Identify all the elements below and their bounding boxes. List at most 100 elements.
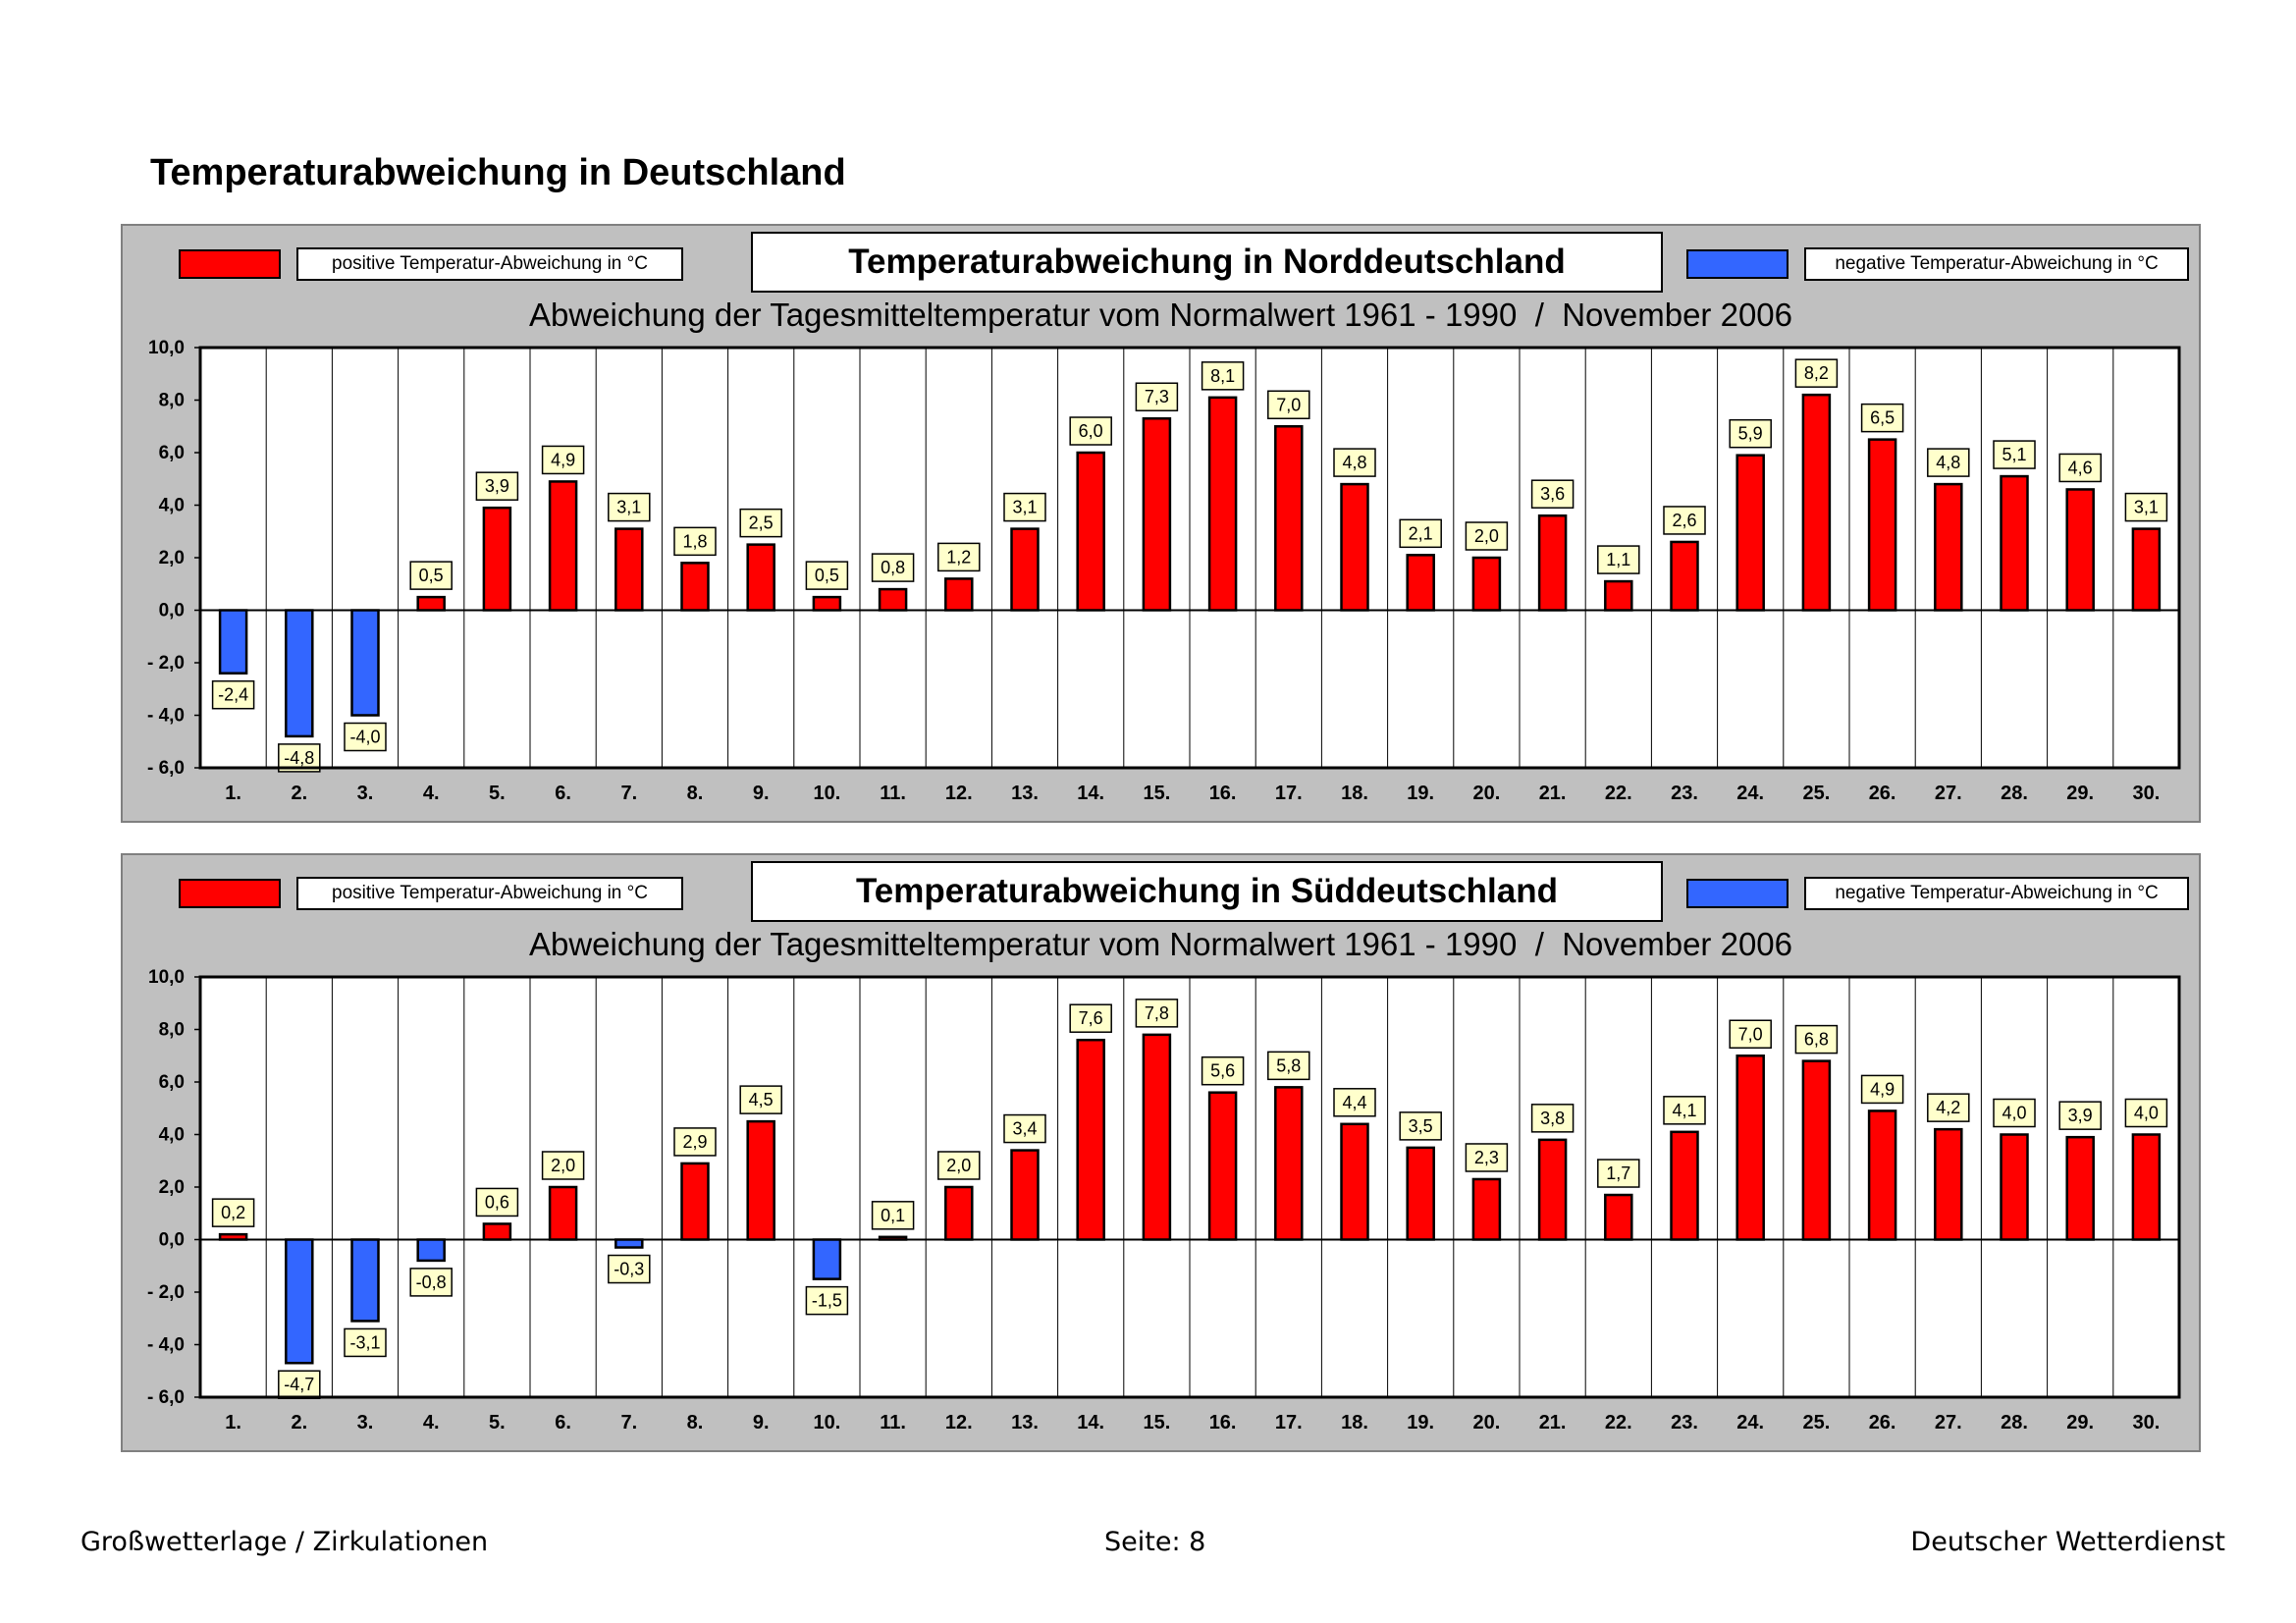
x-tick-label: 2. (291, 783, 307, 804)
data-label-box (805, 561, 849, 590)
data-label-box (608, 1254, 651, 1284)
bar (812, 595, 842, 612)
x-tick-label: 21. (1539, 783, 1567, 804)
bar (416, 1238, 446, 1263)
x-tick-label: 16. (1209, 1412, 1237, 1434)
data-label: 5,8 (1276, 1055, 1301, 1075)
y-tick-label: 2,0 (159, 1177, 185, 1198)
bar (1274, 425, 1304, 612)
x-tick-label: 8. (687, 783, 704, 804)
data-label-box (1465, 521, 1509, 551)
y-tick-label: 10,0 (148, 338, 185, 358)
x-tick-label: 24. (1736, 783, 1764, 804)
x-tick-label: 27. (1935, 1412, 1962, 1434)
data-label-box (871, 1201, 915, 1230)
x-tick-label: 27. (1935, 783, 1962, 804)
data-label: -4,0 (349, 728, 380, 747)
data-label-box (1993, 1098, 2036, 1128)
bar (1867, 438, 1897, 612)
bar (2065, 488, 2095, 612)
x-tick-label: 19. (1407, 783, 1434, 804)
chart-panel-south: 10,0 8,0 6,0 4,0 2,0 0,0 - 2,0 - 4,0 - 6,0 0,2 1. -… (121, 853, 2201, 1452)
data-label: 6,5 (1870, 408, 1895, 428)
bar (1076, 1038, 1105, 1241)
data-label-box (1135, 999, 1179, 1028)
data-label-box (673, 1127, 717, 1157)
data-label: 0,6 (485, 1192, 509, 1212)
x-tick-label: 22. (1605, 1412, 1632, 1434)
x-tick-label: 30. (2132, 1412, 2160, 1434)
bar (482, 506, 512, 612)
chart-title: Temperaturabweichung in Süddeutschland (751, 861, 1663, 922)
x-tick-label: 18. (1341, 783, 1368, 804)
bar (1406, 1146, 1435, 1241)
bar (878, 1235, 908, 1241)
data-label-box (1069, 1003, 1112, 1033)
x-tick-label: 9. (753, 1412, 770, 1434)
data-label-box (1927, 1093, 1970, 1122)
x-tick-label: 14. (1077, 783, 1104, 804)
x-tick-label: 6. (555, 783, 571, 804)
data-label: 3,4 (1012, 1119, 1037, 1139)
data-label: 3,1 (616, 498, 641, 517)
data-label: 0,5 (419, 566, 444, 585)
data-label-box (2124, 1098, 2168, 1128)
y-tick-label: 0,0 (159, 1230, 185, 1251)
bar (1010, 1149, 1040, 1241)
data-label-box (344, 1327, 387, 1358)
bar (1537, 1138, 1568, 1241)
bar (1142, 1033, 1172, 1241)
x-tick-label: 20. (1472, 783, 1500, 804)
data-label-box (1003, 1113, 1046, 1144)
data-label: 4,6 (2068, 458, 2093, 477)
x-tick-label: 10. (813, 783, 840, 804)
data-label: 4,8 (1936, 453, 1960, 472)
bar (2000, 474, 2029, 612)
legend-negative-swatch (1686, 879, 1789, 908)
bar (482, 1222, 512, 1241)
data-label: 0,2 (221, 1203, 245, 1222)
data-label: 1,1 (1606, 550, 1630, 569)
bar (1207, 1091, 1238, 1241)
data-label-box (1399, 1111, 1442, 1141)
bar (1010, 527, 1040, 612)
data-label-box (1729, 418, 1772, 449)
data-label-box (1003, 492, 1046, 522)
data-label: 4,1 (1672, 1101, 1696, 1120)
legend-negative-label: negative Temperatur-Abweichung in °C (1804, 247, 2189, 281)
data-label: 7,6 (1079, 1008, 1103, 1028)
bar (1604, 579, 1633, 612)
data-label: -1,5 (812, 1291, 842, 1311)
bar (812, 1238, 842, 1280)
x-tick-label: 30. (2132, 783, 2160, 804)
x-tick-label: 15. (1143, 783, 1170, 804)
bar (1537, 514, 1568, 612)
data-label: 7,8 (1145, 1003, 1169, 1023)
x-tick-label: 29. (2066, 783, 2094, 804)
data-label: 2,9 (682, 1132, 707, 1152)
data-label: 1,7 (1606, 1163, 1630, 1183)
data-label-box (211, 679, 255, 710)
data-label-box (2058, 453, 2102, 483)
bar (416, 595, 446, 612)
data-label: 4,5 (749, 1090, 774, 1109)
data-label: 7,0 (1738, 1024, 1763, 1044)
y-tick-label: - 4,0 (147, 1335, 185, 1356)
x-tick-label: 5. (489, 783, 506, 804)
data-label-box (475, 1187, 519, 1217)
bar (218, 609, 248, 675)
data-label-box (278, 1370, 321, 1399)
bar (285, 609, 314, 738)
data-label: 0,1 (881, 1206, 905, 1225)
data-label-box (409, 1268, 453, 1297)
bar (218, 1232, 248, 1241)
data-label-box (344, 722, 387, 752)
bar (1735, 454, 1765, 612)
data-label: 2,6 (1672, 511, 1696, 530)
x-tick-label: 26. (1869, 783, 1896, 804)
data-label: -3,1 (349, 1332, 380, 1352)
bar (2000, 1133, 2029, 1241)
data-label-box (1201, 361, 1245, 391)
y-tick-label: 6,0 (159, 443, 185, 463)
data-label-box (1333, 448, 1376, 477)
